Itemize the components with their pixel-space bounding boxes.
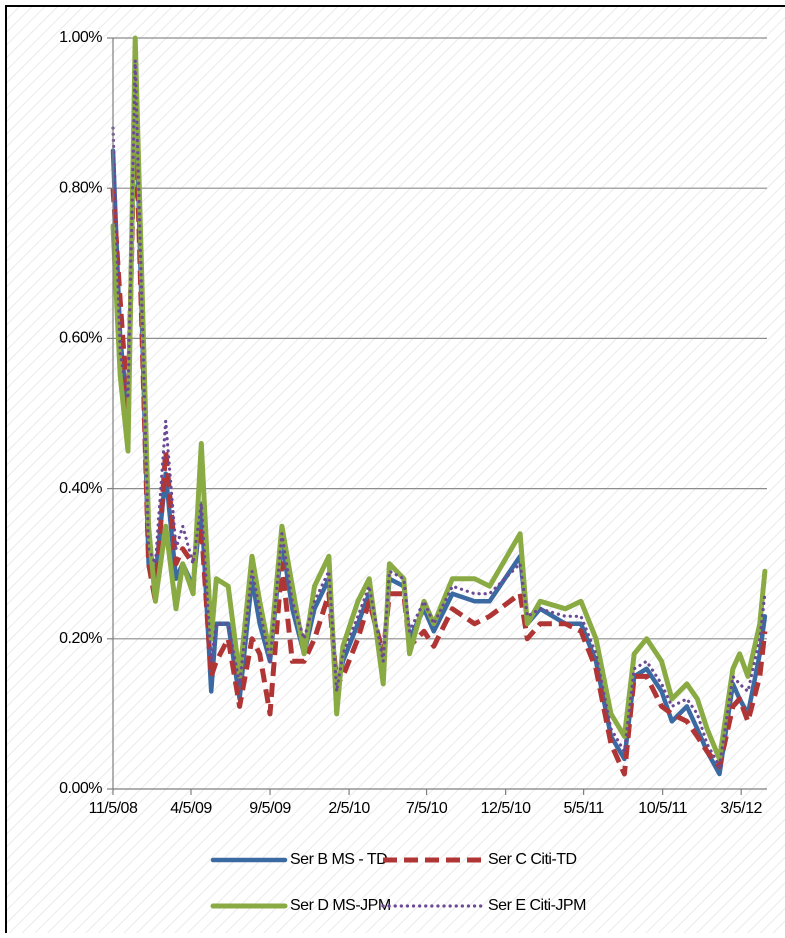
y-tick-label: 0.80% bbox=[59, 179, 102, 196]
grid bbox=[113, 37, 767, 640]
x-tick-label: 9/5/09 bbox=[249, 800, 291, 817]
plot-area bbox=[110, 35, 768, 777]
chart-frame bbox=[5, 5, 785, 938]
x-tick-label: 11/5/08 bbox=[89, 800, 138, 817]
legend: Ser B MS - TD Ser C Citi-TD Ser D MS-JPM Se… bbox=[210, 851, 587, 914]
x-tick-label: 7/5/10 bbox=[406, 800, 448, 817]
y-tick-label: 0.40% bbox=[59, 480, 102, 497]
x-tick-label: 3/5/12 bbox=[720, 800, 762, 817]
x-tick-label: 5/5/11 bbox=[563, 800, 604, 817]
y-tick-label: 0.60% bbox=[59, 330, 102, 347]
x-tick-label: 10/5/11 bbox=[638, 800, 687, 817]
legend-label: Ser C Citi-TD bbox=[488, 851, 577, 868]
x-tick-label: 12/5/10 bbox=[481, 800, 531, 817]
series-line bbox=[110, 35, 768, 762]
y-tick-label: 1.00% bbox=[59, 29, 102, 46]
legend-label: Ser B MS - TD bbox=[290, 851, 387, 868]
legend-label: Ser E Citi-JPM bbox=[488, 897, 586, 914]
y-tick-label: 0.20% bbox=[59, 630, 102, 647]
axes: 0.00% 0.20% 0.40% 0.60% 0.80% 1.00% 11/5/08 4/5… bbox=[59, 29, 767, 817]
legend-label: Ser D MS-JPM bbox=[290, 897, 391, 914]
x-tick-label: 2/5/10 bbox=[328, 800, 370, 817]
y-tick-label: 0.00% bbox=[59, 780, 102, 797]
x-tick-label: 4/5/09 bbox=[170, 800, 212, 817]
